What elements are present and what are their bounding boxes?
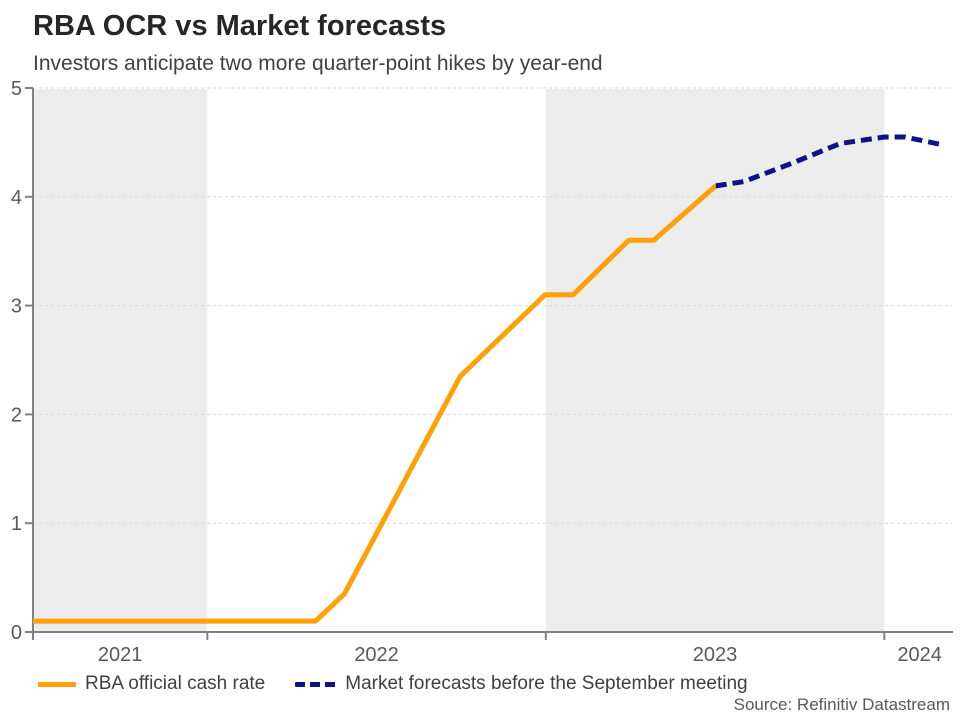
forecast-line-swatch (295, 681, 337, 687)
legend-item-cash-rate: RBA official cash rate (38, 673, 265, 695)
legend-item-forecast: Market forecasts before the September me… (295, 673, 748, 695)
chart-title: RBA OCR vs Market forecasts (33, 10, 447, 42)
x-tick-label: 2021 (98, 644, 143, 666)
legend-label-forecast: Market forecasts before the September me… (345, 673, 748, 694)
cash-rate-line-swatch (38, 681, 76, 687)
y-tick-label: 2 (11, 404, 22, 426)
year-shade-band (545, 89, 885, 631)
x-tick-label: 2023 (693, 644, 738, 666)
forecast-line (715, 134, 943, 189)
y-tick-label: 1 (11, 513, 22, 535)
source-credit: Source: Refinitiv Datastream (733, 695, 950, 714)
y-tick-label: 3 (11, 296, 22, 318)
y-tick-label: 5 (11, 78, 22, 100)
x-tick-label: 2024 (897, 644, 942, 666)
chart-subtitle: Investors anticipate two more quarter-po… (33, 52, 603, 75)
year-shade-band (33, 89, 208, 631)
legend-label-cash-rate: RBA official cash rate (85, 673, 266, 694)
legend: RBA official cash rate Market forecasts … (38, 671, 748, 697)
y-tick-label: 4 (11, 187, 22, 209)
cash-rate-line (33, 184, 718, 624)
y-tick-label: 0 (11, 622, 22, 644)
x-tick-label: 2022 (354, 644, 399, 666)
